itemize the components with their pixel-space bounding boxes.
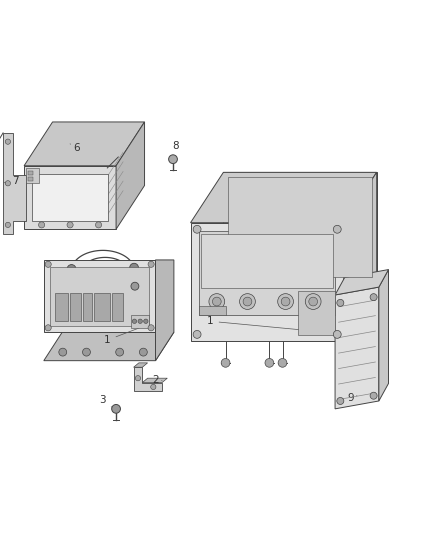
Circle shape [193,330,201,338]
Polygon shape [134,363,148,367]
Circle shape [305,294,321,310]
Circle shape [281,297,290,306]
Circle shape [39,222,45,228]
Circle shape [95,222,102,228]
Circle shape [116,348,124,356]
Text: 6: 6 [70,143,80,154]
Polygon shape [116,122,145,229]
Circle shape [59,348,67,356]
Circle shape [144,319,148,324]
Circle shape [67,264,76,273]
Bar [112,293,123,321]
Text: 8: 8 [172,141,179,157]
Polygon shape [44,332,174,361]
Bar [83,293,92,321]
Text: 7: 7 [4,176,19,186]
Bar [28,172,33,175]
Circle shape [278,294,293,310]
Circle shape [265,359,274,367]
Circle shape [221,359,230,367]
Circle shape [5,222,11,228]
Circle shape [148,261,154,268]
Circle shape [337,300,344,306]
Circle shape [135,376,141,381]
Polygon shape [3,133,26,233]
Circle shape [193,225,201,233]
Text: 4: 4 [47,268,127,282]
Polygon shape [223,172,377,290]
Circle shape [337,398,344,405]
Circle shape [240,294,255,310]
Polygon shape [201,233,333,288]
Circle shape [333,330,341,338]
Text: 1: 1 [207,316,324,332]
Polygon shape [142,378,167,383]
Text: 5: 5 [126,286,139,296]
Bar [131,314,149,328]
Polygon shape [44,260,155,332]
Polygon shape [155,260,174,361]
Circle shape [45,261,51,268]
Circle shape [5,139,11,144]
Circle shape [138,319,142,324]
Polygon shape [191,223,344,341]
Polygon shape [228,177,372,278]
Circle shape [5,181,11,186]
Polygon shape [379,270,389,401]
Text: 2: 2 [152,375,162,385]
Circle shape [370,392,377,399]
Circle shape [278,359,287,367]
Circle shape [243,297,252,306]
Bar [199,306,226,314]
Circle shape [131,282,139,290]
Text: 3: 3 [99,395,112,407]
Bar [28,177,33,181]
Circle shape [45,325,51,331]
Bar [55,293,68,321]
Polygon shape [199,231,335,314]
Polygon shape [24,166,116,229]
Circle shape [333,225,341,233]
Circle shape [151,384,156,390]
Polygon shape [24,122,145,166]
Circle shape [209,294,225,310]
Circle shape [130,263,138,272]
Text: 1: 1 [104,325,148,345]
Circle shape [132,319,137,324]
Polygon shape [335,270,389,295]
Bar [94,293,110,321]
Polygon shape [191,172,377,223]
Circle shape [309,297,318,306]
Circle shape [212,297,221,306]
Circle shape [112,405,120,413]
Polygon shape [298,292,335,335]
Circle shape [169,155,177,164]
Polygon shape [32,174,108,221]
Polygon shape [134,367,162,391]
Circle shape [67,222,73,228]
Circle shape [148,325,154,331]
Circle shape [82,348,90,356]
Polygon shape [26,168,39,183]
Polygon shape [50,266,149,326]
Polygon shape [335,287,379,409]
Text: 9: 9 [347,393,357,403]
Bar [70,293,81,321]
Polygon shape [344,172,377,341]
Circle shape [139,348,147,356]
Circle shape [370,294,377,301]
